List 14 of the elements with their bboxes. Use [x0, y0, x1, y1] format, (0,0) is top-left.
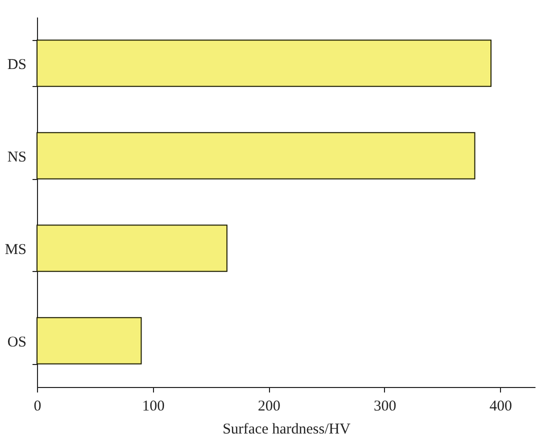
bar: [36, 40, 492, 87]
y-tick-label: MS: [4, 242, 26, 258]
x-tick-label: 100: [142, 398, 165, 414]
y-tick-label: NS: [7, 149, 26, 166]
y-tick-label: OS: [7, 334, 26, 350]
x-tick-label: 200: [258, 398, 280, 414]
x-tick-label: 400: [490, 398, 512, 414]
bar: [36, 317, 142, 364]
y-tick-label: DS: [7, 56, 26, 73]
bar: [36, 224, 228, 272]
x-tick-label: 300: [374, 398, 396, 414]
x-axis-title: Surface hardness/HV: [222, 422, 351, 438]
x-tick-label: 0: [34, 398, 42, 414]
bar: [36, 132, 476, 180]
